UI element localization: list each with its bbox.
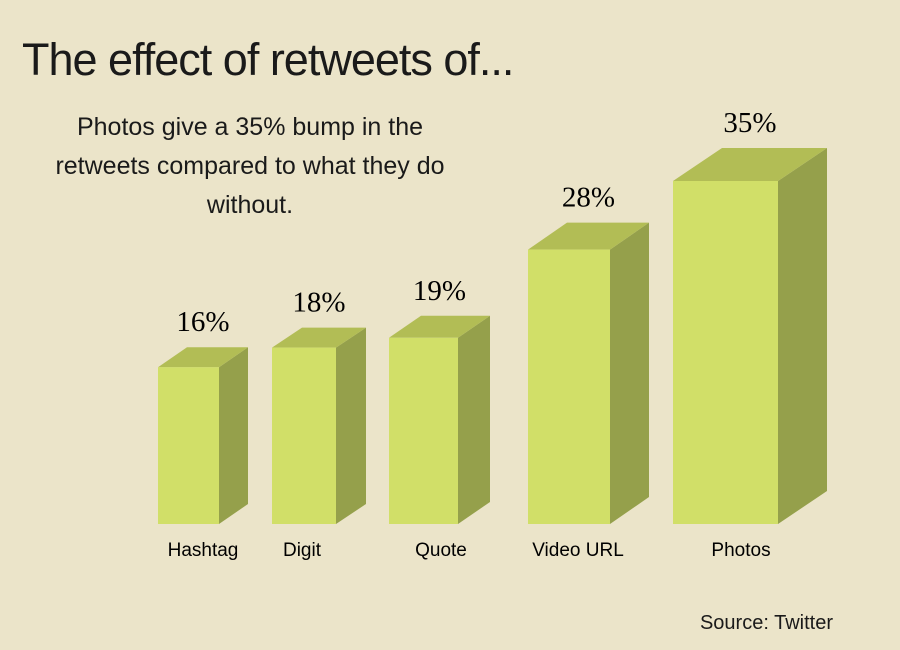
bar-top — [673, 148, 827, 181]
value-label: 19% — [413, 275, 466, 307]
bar-side — [336, 327, 366, 524]
bar — [158, 367, 219, 524]
bar — [673, 181, 778, 524]
x-tick-label: Photos — [711, 540, 770, 561]
x-tick-label: Digit — [283, 540, 322, 561]
bar — [528, 249, 610, 524]
source-note: Source: Twitter — [699, 612, 833, 634]
x-tick-label: Hashtag — [168, 540, 239, 561]
bar-side — [458, 315, 490, 524]
chart-subtitle: Photos give a 35% bump in the retweets c… — [55, 113, 445, 219]
bar-side — [778, 148, 827, 524]
bar-top — [272, 327, 366, 348]
value-label: 28% — [562, 182, 615, 214]
bar-top — [389, 315, 490, 338]
bar-top — [158, 347, 248, 368]
bar — [389, 337, 458, 524]
value-label: 18% — [292, 287, 345, 319]
x-tick-label: Quote — [415, 540, 467, 561]
bar-side — [610, 222, 649, 524]
chart-title: The effect of retweets of... — [22, 34, 514, 85]
value-label: 16% — [176, 306, 229, 338]
bar-top — [528, 222, 649, 250]
bar — [272, 347, 336, 524]
value-label: 35% — [723, 107, 776, 139]
x-tick-label: Video URL — [532, 540, 624, 561]
bar-side — [219, 347, 248, 524]
